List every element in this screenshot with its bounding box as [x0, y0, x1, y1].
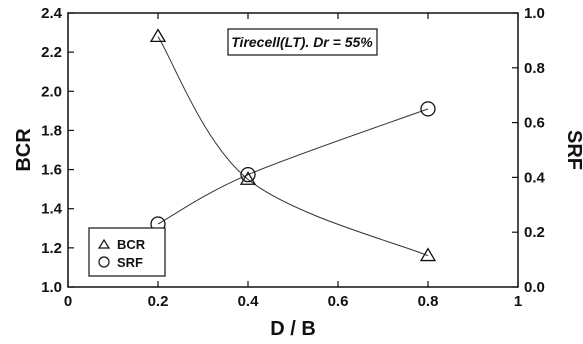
plot-frame: [67, 12, 519, 288]
point-bcr: [419, 247, 437, 262]
x-tick-label: 1: [514, 293, 522, 310]
legend: BCR SRF: [88, 227, 166, 277]
y-right-axis-title: SRF: [563, 130, 583, 170]
curve-srf: [157, 108, 429, 225]
x-axis-title: D / B: [270, 318, 316, 340]
y-right-tick-label: 0.2: [524, 224, 545, 241]
y-right-tick-label: 1.0: [524, 5, 545, 22]
y-left-tick-label: 1.0: [41, 279, 62, 296]
y-left-tick-label: 2.0: [41, 83, 62, 100]
legend-triangle-icon: [97, 238, 111, 249]
y-left-tick-label: 2.4: [41, 5, 63, 22]
y-right-tick-label: 0.6: [524, 115, 545, 132]
annotation-box: Tirecell(LT). Dr = 55%: [227, 28, 378, 56]
x-tick-label: 0.2: [148, 293, 169, 310]
axis-ticks: 0 0.2 0.4 0.6 0.8 1 1.0 1.2 1.4 1.6 1.8 2.0 2.2 2.4 0.…: [41, 5, 545, 310]
point-bcr: [239, 171, 257, 185]
y-left-tick-label: 2.2: [41, 44, 62, 61]
x-tick-label: 0.8: [418, 293, 439, 310]
annotation-text: Tirecell(LT). Dr = 55%: [231, 34, 373, 50]
point-srf: [240, 167, 256, 183]
y-left-tick-label: 1.8: [41, 122, 62, 139]
legend-label-bcr: BCR: [117, 237, 146, 252]
y-left-tick-label: 1.2: [41, 240, 62, 257]
y-left-axis-title: BCR: [13, 128, 35, 172]
y-right-tick-label: 0.0: [524, 279, 545, 296]
point-srf: [420, 101, 436, 117]
curve-bcr: [157, 36, 429, 257]
fit-curves: [157, 36, 429, 257]
x-tick-label: 0.6: [328, 293, 349, 310]
x-tick-label: 0: [64, 293, 72, 310]
x-tick-label: 0.4: [238, 293, 260, 310]
point-bcr: [149, 28, 167, 43]
y-left-tick-label: 1.6: [41, 162, 62, 179]
legend-circle-icon: [98, 256, 110, 268]
y-right-tick-label: 0.8: [524, 60, 545, 77]
y-left-tick-label: 1.4: [41, 201, 63, 218]
legend-label-srf: SRF: [117, 255, 143, 270]
data-markers: [149, 28, 437, 262]
y-right-tick-label: 0.4: [524, 169, 546, 186]
